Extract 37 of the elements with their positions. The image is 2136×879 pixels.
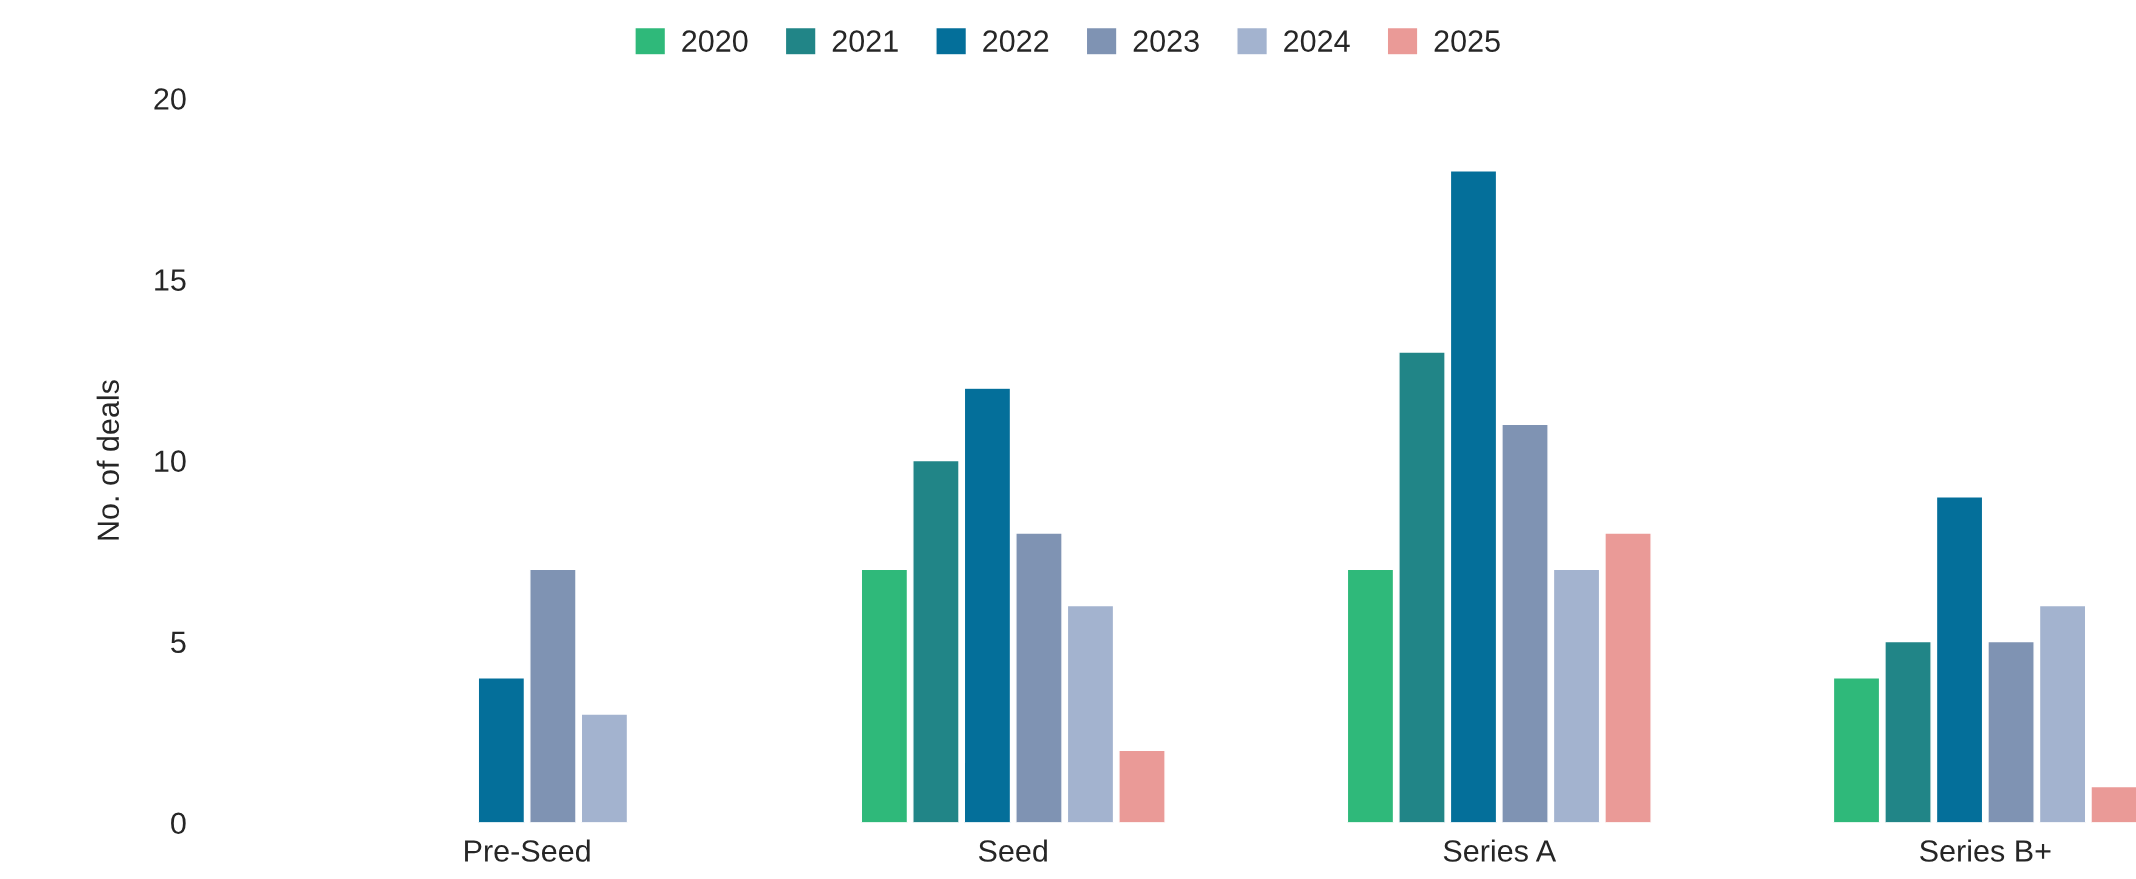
y-tick-label: 15: [155, 269, 186, 291]
bar: [1449, 170, 1498, 823]
y-tick-label: 10: [155, 450, 186, 472]
x-tick-label: Seed: [978, 839, 1047, 862]
x-tick-label: Pre-Seed: [465, 839, 590, 862]
bar: [912, 459, 960, 823]
legend-label: 2023: [1133, 30, 1199, 52]
bar: [1832, 677, 1881, 823]
legend-label: 2021: [832, 30, 898, 52]
bar: [1066, 604, 1115, 823]
bar: [1398, 351, 1446, 823]
bar: [2090, 785, 2136, 823]
bar: [477, 677, 526, 823]
bar: [580, 713, 629, 823]
y-tick-label: 5: [171, 631, 186, 654]
bar: [1015, 532, 1063, 823]
bar: [1604, 532, 1652, 823]
x-tick-label: Series B+: [1920, 839, 2051, 862]
bar: [1884, 640, 1932, 823]
bar: [860, 568, 909, 823]
bar: [1501, 423, 1549, 823]
legend-label: 2020: [682, 30, 748, 52]
bar: [963, 387, 1012, 823]
y-tick-label: 20: [154, 88, 186, 110]
y-tick-label: 0: [171, 812, 186, 835]
x-tick-label: Series A: [1443, 839, 1557, 862]
bar: [529, 568, 577, 823]
y-axis-title: No. of deals: [96, 380, 120, 540]
bar: [2038, 604, 2087, 823]
bar: [1552, 568, 1601, 823]
bar: [1987, 640, 2035, 823]
bar: [1935, 496, 1984, 823]
bar: [1346, 568, 1395, 823]
legend-label: 2022: [983, 30, 1049, 52]
bar: [1118, 749, 1166, 823]
legend-label: 2025: [1434, 30, 1500, 52]
legend-label: 2024: [1284, 30, 1350, 52]
